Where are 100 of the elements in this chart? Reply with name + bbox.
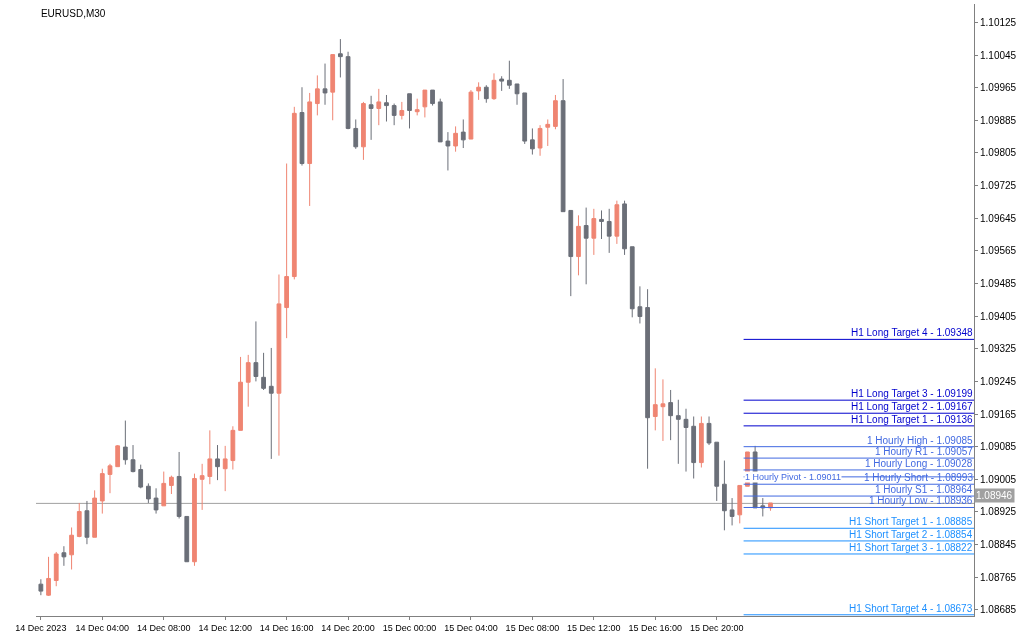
y-tick-label: 1.09565 (980, 245, 1017, 257)
candlestick (122, 420, 128, 466)
x-tick-label: 15 Dec 04:00 (444, 622, 498, 633)
y-tick-label: 1.09725 (980, 180, 1017, 192)
candlestick (314, 74, 320, 116)
candlestick (468, 89, 474, 140)
candlestick (737, 484, 743, 524)
y-tick-label: 1.09325 (980, 343, 1017, 355)
candlestick (522, 92, 528, 145)
y-tick-label: 1.08685 (980, 604, 1017, 616)
x-tick-label: 15 Dec 20:00 (689, 622, 744, 633)
y-tick-label: 1.09885 (980, 114, 1017, 126)
candlestick (483, 84, 489, 104)
candlestick (368, 95, 374, 141)
candlestick (245, 354, 251, 408)
candlestick (437, 98, 443, 143)
x-tick-label: 14 Dec 16:00 (259, 622, 314, 633)
ref-line-label: H1 Short Target 4 - 1.08673 (849, 603, 973, 614)
candlestick (130, 444, 136, 473)
candlestick (207, 429, 213, 485)
candlestick (261, 352, 266, 391)
candlestick (161, 471, 167, 507)
candlestick (422, 89, 428, 118)
candlestick (476, 81, 482, 101)
candlestick (545, 118, 551, 147)
y-tick-label: 1.08765 (980, 571, 1017, 583)
candlestick (683, 408, 689, 473)
ref-line-label: H1 Long Target 3 - 1.09199 (851, 388, 974, 399)
candlestick (407, 93, 412, 129)
chart-title: EURUSD,M30 (40, 7, 106, 19)
candlestick (46, 556, 51, 597)
candlestick (330, 54, 336, 121)
candlestick (606, 208, 612, 254)
candlestick (376, 88, 382, 126)
candlestick (153, 487, 159, 515)
candlestick (560, 78, 566, 213)
ref-line-label: H1 Short Target 2 - 1.08854 (849, 529, 973, 540)
candlestick (499, 75, 505, 92)
candlestick (722, 460, 727, 531)
y-tick-label: 1.09805 (980, 147, 1017, 159)
candlestick (38, 578, 44, 596)
y-tick-label: 1.09485 (980, 277, 1017, 289)
candlestick (568, 209, 574, 297)
ref-line-label: 1 Hourly Long - 1.09028 (865, 458, 973, 469)
candlestick (506, 60, 512, 90)
y-tick-label: 1.08845 (980, 539, 1017, 551)
candlestick (583, 207, 589, 285)
candlestick (622, 200, 627, 256)
candlestick (491, 72, 497, 101)
candlestick (714, 441, 720, 502)
candlestick (192, 473, 197, 567)
y-tick-label: 1.09405 (980, 310, 1017, 322)
candlestick (668, 389, 674, 441)
candlestick (576, 214, 581, 276)
candlestick (553, 94, 558, 130)
y-tick-label: 1.09645 (980, 212, 1017, 224)
candlestick (184, 515, 190, 563)
x-tick-label: 15 Dec 16:00 (628, 622, 683, 633)
candlestick (84, 500, 90, 545)
candlestick (115, 444, 121, 468)
candlestick (146, 482, 151, 504)
ref-line-label: H1 Short Target 3 - 1.08822 (849, 542, 973, 553)
candlestick (322, 63, 328, 106)
candlestick (537, 124, 543, 157)
ref-line-label: H1 Long Target 4 - 1.09348 (851, 327, 974, 338)
ref-line-label: 1 Hourly Pivot - 1.09011 (745, 472, 841, 482)
candlestick (61, 545, 67, 567)
x-tick-label: 14 Dec 12:00 (198, 622, 252, 633)
ref-line-label: H1 Short Target 1 - 1.08885 (849, 516, 973, 527)
candlestick (338, 38, 343, 78)
candlestick (138, 464, 144, 489)
y-tick-label: 1.10045 (980, 49, 1017, 61)
x-tick-label: 14 Dec 04:00 (75, 622, 130, 633)
ref-line-label: 1 Hourly R1 - 1.09057 (875, 446, 974, 457)
ref-line-label: 1 Hourly S1 - 1.08964 (875, 484, 973, 495)
candlestick (645, 288, 650, 470)
candlestick (291, 106, 297, 280)
candlestick (514, 83, 520, 106)
candlestick (361, 101, 366, 161)
candlestick (276, 274, 282, 457)
candlestick (92, 489, 98, 538)
candlestick (399, 101, 405, 120)
candlestick (660, 378, 666, 442)
x-tick-label: 14 Dec 2023 (15, 622, 67, 633)
candlestick (698, 415, 704, 468)
candlestick (199, 463, 205, 511)
candlestick (599, 209, 604, 240)
candlestick (107, 463, 113, 494)
y-tick-label: 1.09085 (980, 441, 1017, 453)
candlestick (230, 425, 236, 471)
y-tick-label: 1.09965 (980, 82, 1017, 94)
candlestick (353, 118, 359, 150)
candlestick (414, 98, 420, 116)
y-tick-label: 1.09005 (980, 473, 1017, 485)
candlestick (384, 94, 389, 122)
candlestick (629, 246, 635, 318)
candlestick (453, 125, 458, 153)
candlestick (253, 320, 259, 382)
candlestick (530, 127, 535, 156)
candlestick (99, 468, 105, 515)
